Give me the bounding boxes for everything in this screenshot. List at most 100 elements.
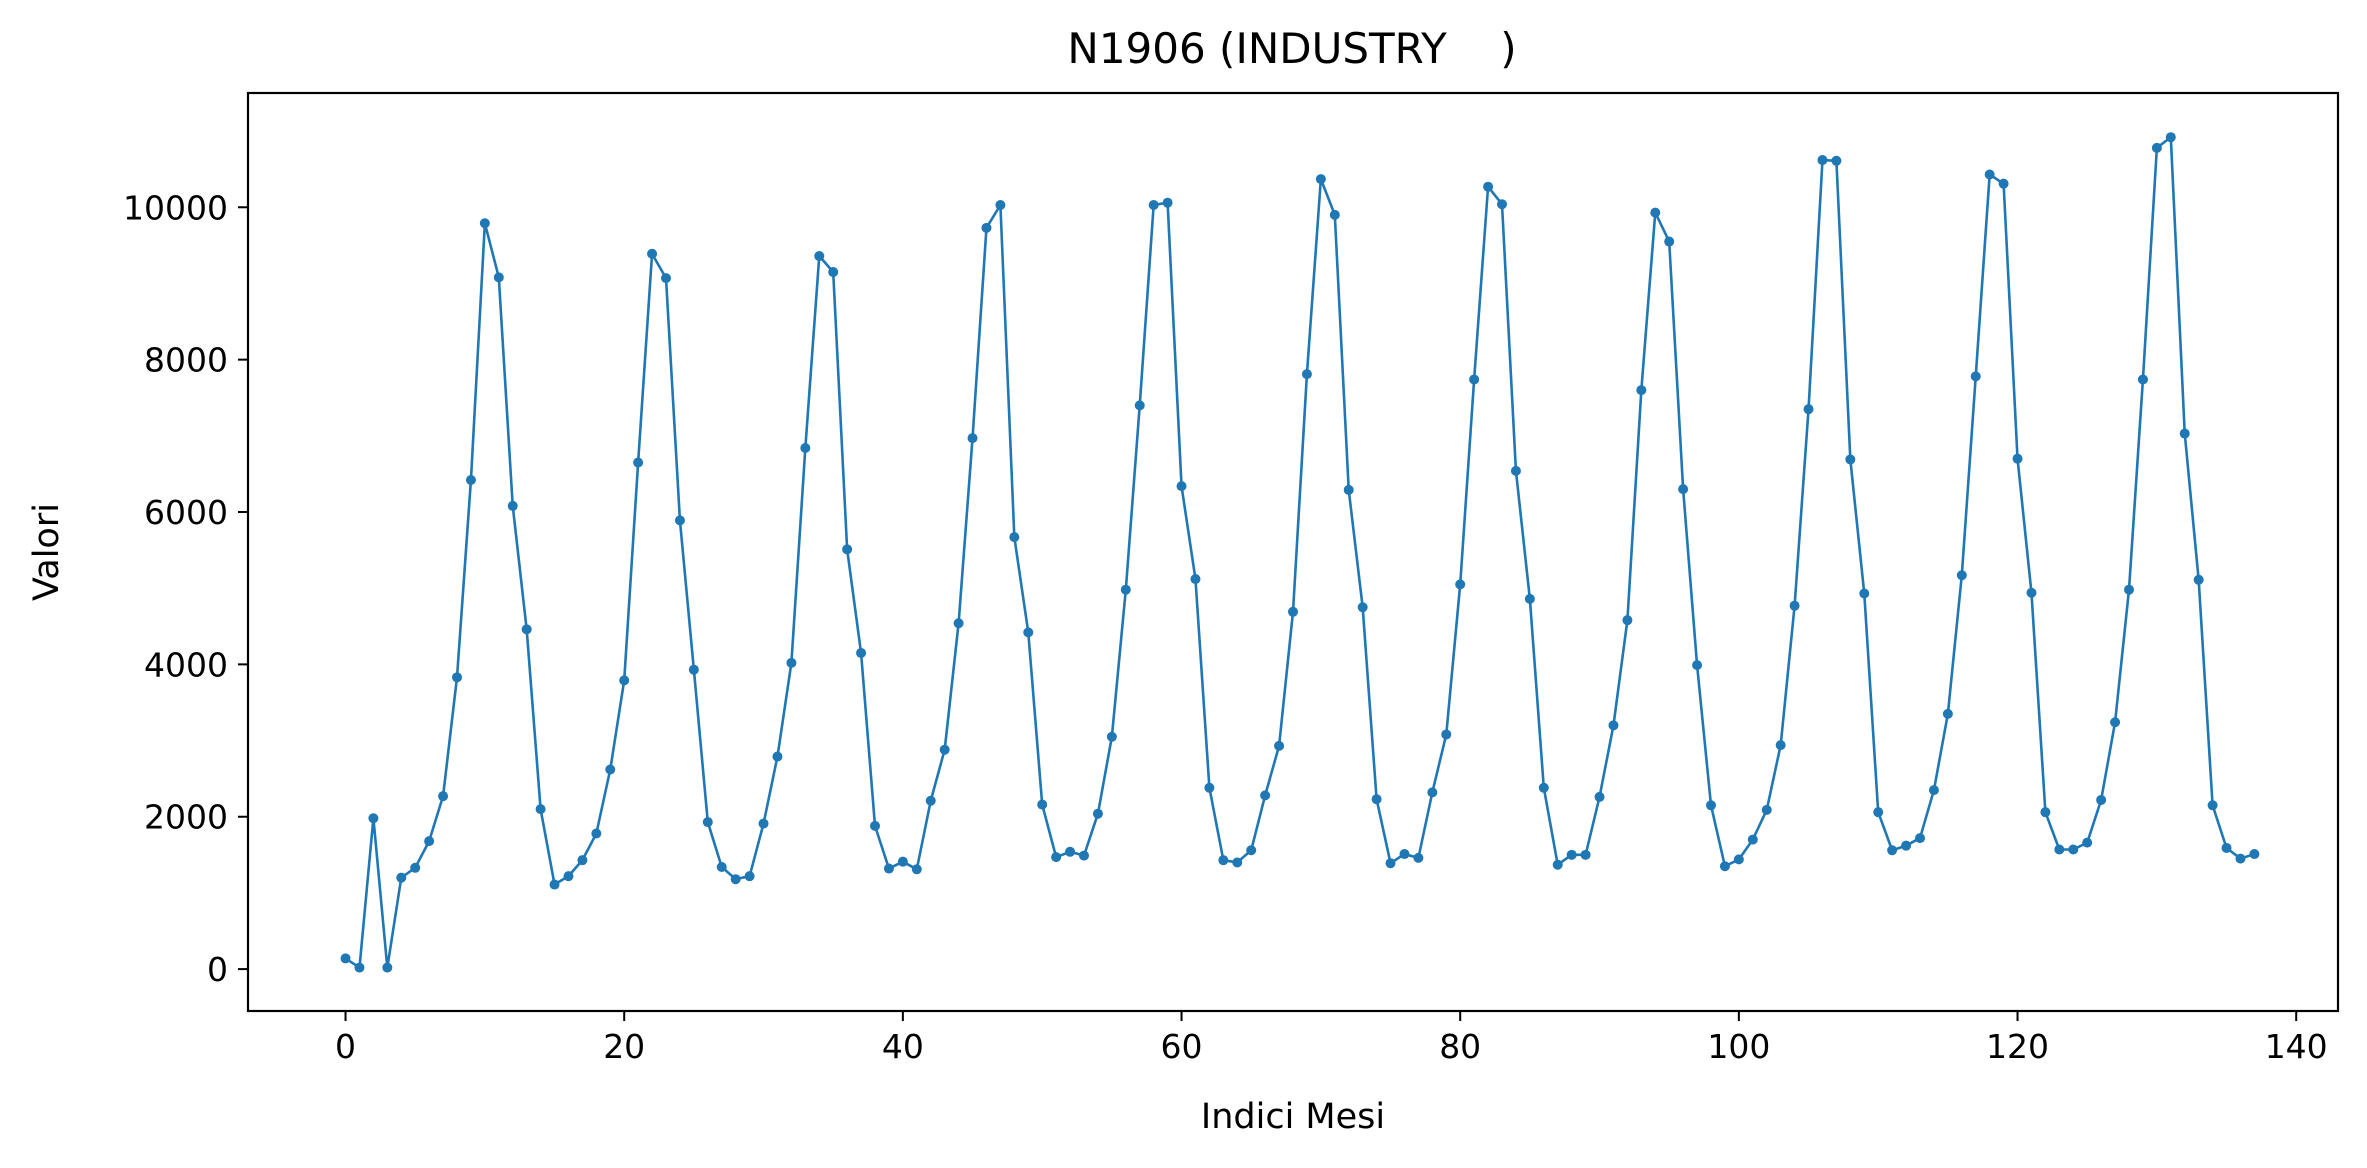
data-point [1720,861,1730,871]
data-point [438,791,448,801]
data-point [1316,174,1326,184]
data-point [563,871,573,881]
data-point [926,796,936,806]
data-point [2096,795,2106,805]
data-point [1706,800,1716,810]
data-point [1567,850,1577,860]
data-point [2180,429,2190,439]
data-point [2068,844,2078,854]
data-point [2235,854,2245,864]
y-tick-label: 8000 [144,341,228,380]
data-point [1762,805,1772,815]
data-point [675,515,685,525]
data-point [898,857,908,867]
data-point [354,963,364,973]
data-point [1260,790,1270,800]
data-point [2082,838,2092,848]
x-tick-label: 80 [1439,1027,1481,1066]
x-tick-label: 40 [882,1027,924,1066]
data-point [786,658,796,668]
data-point [452,672,462,682]
data-point [1595,792,1605,802]
x-axis-label: Indici Mesi [1201,1097,1385,1137]
data-point [1455,579,1465,589]
data-point [341,953,351,963]
data-point [884,864,894,874]
data-point [647,249,657,259]
data-point [1037,800,1047,810]
data-point [1163,198,1173,208]
data-point [1971,371,1981,381]
data-point [1079,851,1089,861]
data-point [494,272,504,282]
data-point [1386,858,1396,868]
x-tick-label: 0 [335,1027,356,1066]
data-point [981,223,991,233]
data-point [1985,170,1995,180]
data-point [995,200,1005,210]
data-point [605,765,615,775]
data-point [745,871,755,881]
data-point [368,813,378,823]
data-point [1511,466,1521,476]
data-point [1441,729,1451,739]
data-point [1190,574,1200,584]
data-point [968,433,978,443]
data-point [717,862,727,872]
data-point [619,675,629,685]
data-point [1748,835,1758,845]
data-point [2194,575,2204,585]
y-tick-label: 2000 [144,798,228,837]
data-point [1232,857,1242,867]
data-point [2110,717,2120,727]
data-point [2152,143,2162,153]
data-point [1845,454,1855,464]
x-tick-label: 120 [1986,1027,2049,1066]
data-point [1650,208,1660,218]
data-point [1943,709,1953,719]
y-tick-label: 10000 [123,188,228,227]
data-point [1915,833,1925,843]
data-point [2166,132,2176,142]
data-point [1776,740,1786,750]
data-point [2054,844,2064,854]
data-point [1177,481,1187,491]
data-point [2222,843,2232,853]
data-point [842,544,852,554]
x-tick-label: 140 [2265,1027,2328,1066]
data-point [410,863,420,873]
data-point [661,273,671,283]
data-point [1330,210,1340,220]
data-point [1372,794,1382,804]
data-point [382,963,392,973]
y-tick-label: 4000 [144,645,228,684]
data-point [731,874,741,884]
data-point [800,443,810,453]
data-point [870,821,880,831]
data-point [2138,374,2148,384]
data-point [1023,627,1033,637]
data-point [550,880,560,890]
data-point [424,836,434,846]
data-point [772,752,782,762]
data-point [2026,588,2036,598]
data-point [1581,850,1591,860]
data-point [759,819,769,829]
data-point [1957,570,1967,580]
data-point [1873,807,1883,817]
data-point [1831,156,1841,166]
data-point [1274,741,1284,751]
data-point [1121,585,1131,595]
data-point [828,267,838,277]
data-point [1553,860,1563,870]
data-point [536,804,546,814]
data-point [1399,849,1409,859]
data-point [2249,849,2259,859]
data-point [1093,809,1103,819]
data-point [1636,385,1646,395]
data-point [1929,785,1939,795]
data-point [1427,787,1437,797]
data-point [2040,807,2050,817]
data-point [1009,532,1019,542]
